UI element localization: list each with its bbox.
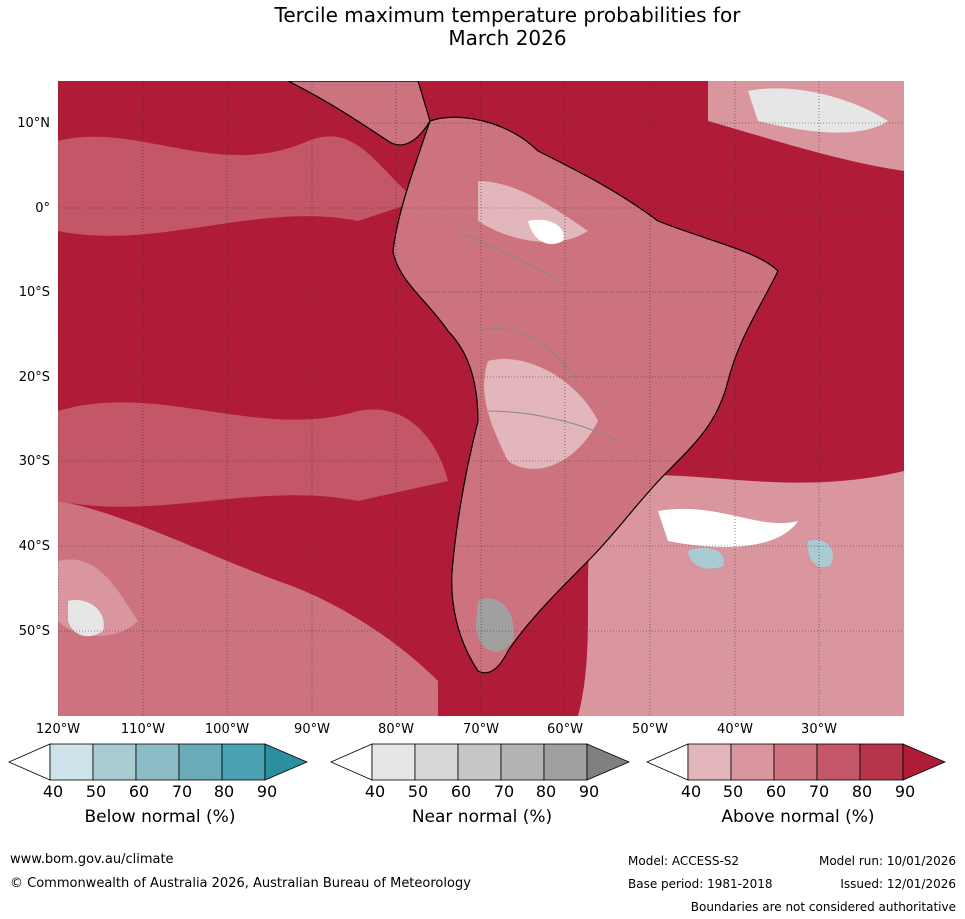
above-normal-title: Above normal (%) [721, 807, 875, 827]
near-normal-colorbar-segment [371, 743, 416, 781]
probability-map [58, 81, 904, 716]
lon-label-60w: 60°W [547, 722, 583, 737]
above-tick-90: 90 [894, 782, 916, 801]
lon-label-120w: 120°W [35, 722, 81, 737]
issued-text: Issued: 12/01/2026 [840, 877, 956, 891]
below-normal-colorbar-extend-low [8, 743, 51, 781]
above-tick-70: 70 [808, 782, 830, 801]
lon-label-30w: 30°W [801, 722, 837, 737]
near-tick-70: 70 [493, 782, 515, 801]
region-band-north [58, 136, 418, 236]
below-tick-40: 40 [42, 782, 64, 801]
below-tick-80: 80 [213, 782, 235, 801]
model-text: Model: ACCESS-S2 [628, 854, 740, 868]
below-normal-colorbar-segment [92, 743, 137, 781]
map-svg [58, 81, 904, 716]
above-tick-60: 60 [765, 782, 787, 801]
above-normal-colorbar-segment [730, 743, 775, 781]
region-south-atlantic [578, 471, 904, 716]
country-borders [457, 230, 619, 442]
colorbar-above [646, 743, 947, 781]
above-normal-colorbar-segment [816, 743, 861, 781]
region-near-normal-sw [68, 600, 104, 637]
near-tick-90: 90 [578, 782, 600, 801]
below-normal-colorbar-segment [178, 743, 223, 781]
near-normal-title: Near normal (%) [411, 807, 553, 827]
near-normal-colorbar-extend-low [330, 743, 373, 781]
lon-label-100w: 100°W [204, 722, 250, 737]
lat-label-50s: 50°S [18, 624, 50, 639]
above-normal-colorbar-segment [687, 743, 732, 781]
above-tick-40: 40 [680, 782, 702, 801]
lat-label-40s: 40°S [18, 539, 50, 554]
colorbar-near [330, 743, 631, 781]
region-below-normal-atlantic-2 [807, 540, 833, 568]
disclaimer-text: Boundaries are not considered authoritat… [690, 900, 956, 914]
below-tick-60: 60 [128, 782, 150, 801]
title-line-2: March 2026 [448, 26, 567, 50]
model-run-text: Model run: 10/01/2026 [818, 854, 956, 868]
base-period-text: Base period: 1981-2018 [628, 877, 773, 891]
central-america-landmass [287, 81, 431, 146]
region-band-south-pacific [58, 402, 448, 507]
above-tick-80: 80 [851, 782, 873, 801]
near-normal-colorbar-segment [457, 743, 502, 781]
colorbar-below [8, 743, 309, 781]
lat-label-10n: 10°N [17, 116, 50, 131]
chart-title: Tercile maximum temperature probabilitie… [0, 4, 965, 50]
below-tick-50: 50 [85, 782, 107, 801]
above-normal-colorbar-segment [859, 743, 904, 781]
region-near-normal-na [748, 88, 888, 133]
lon-label-110w: 110°W [120, 722, 166, 737]
lat-label-20s: 20°S [18, 370, 50, 385]
below-normal-title: Below normal (%) [84, 807, 236, 827]
title-line-1: Tercile maximum temperature probabilitie… [274, 3, 741, 27]
above-normal-colorbar-extend-low [646, 743, 689, 781]
region-land-light-north [478, 181, 588, 242]
near-normal-colorbar-segment [543, 743, 588, 781]
copyright-text: © Commonwealth of Australia 2026, Austra… [10, 876, 471, 891]
near-tick-50: 50 [407, 782, 429, 801]
above-normal-colorbar-segment [773, 743, 818, 781]
near-normal-colorbar-segment [500, 743, 545, 781]
lon-label-50w: 50°W [632, 722, 668, 737]
below-tick-70: 70 [171, 782, 193, 801]
near-tick-80: 80 [535, 782, 557, 801]
near-tick-60: 60 [450, 782, 472, 801]
lon-label-70w: 70°W [463, 722, 499, 737]
region-white-atlantic [658, 508, 798, 547]
above-normal-colorbar-extend-high [902, 743, 947, 781]
lon-label-40w: 40°W [717, 722, 753, 737]
lon-label-90w: 90°W [294, 722, 330, 737]
near-normal-colorbar-segment [414, 743, 459, 781]
near-tick-40: 40 [364, 782, 386, 801]
south-america-landmass [392, 116, 779, 674]
below-normal-colorbar-extend-high [264, 743, 309, 781]
below-normal-colorbar-segment [135, 743, 180, 781]
below-normal-colorbar-segment [221, 743, 266, 781]
graticule [58, 81, 904, 716]
region-southwest [58, 501, 438, 716]
lon-label-80w: 80°W [378, 722, 414, 737]
lat-label-10s: 10°S [18, 285, 50, 300]
lat-label-0: 0° [35, 201, 50, 216]
above-tick-50: 50 [722, 782, 744, 801]
near-normal-colorbar-extend-high [586, 743, 631, 781]
lat-label-30s: 30°S [18, 454, 50, 469]
region-below-normal-atlantic [688, 547, 724, 569]
below-normal-colorbar-segment [49, 743, 94, 781]
region-patagonia-near-normal [476, 598, 514, 652]
below-tick-90: 90 [256, 782, 278, 801]
region-land-white [528, 219, 564, 245]
website-link[interactable]: www.bom.gov.au/climate [10, 852, 174, 867]
region-land-light-central [484, 359, 598, 469]
